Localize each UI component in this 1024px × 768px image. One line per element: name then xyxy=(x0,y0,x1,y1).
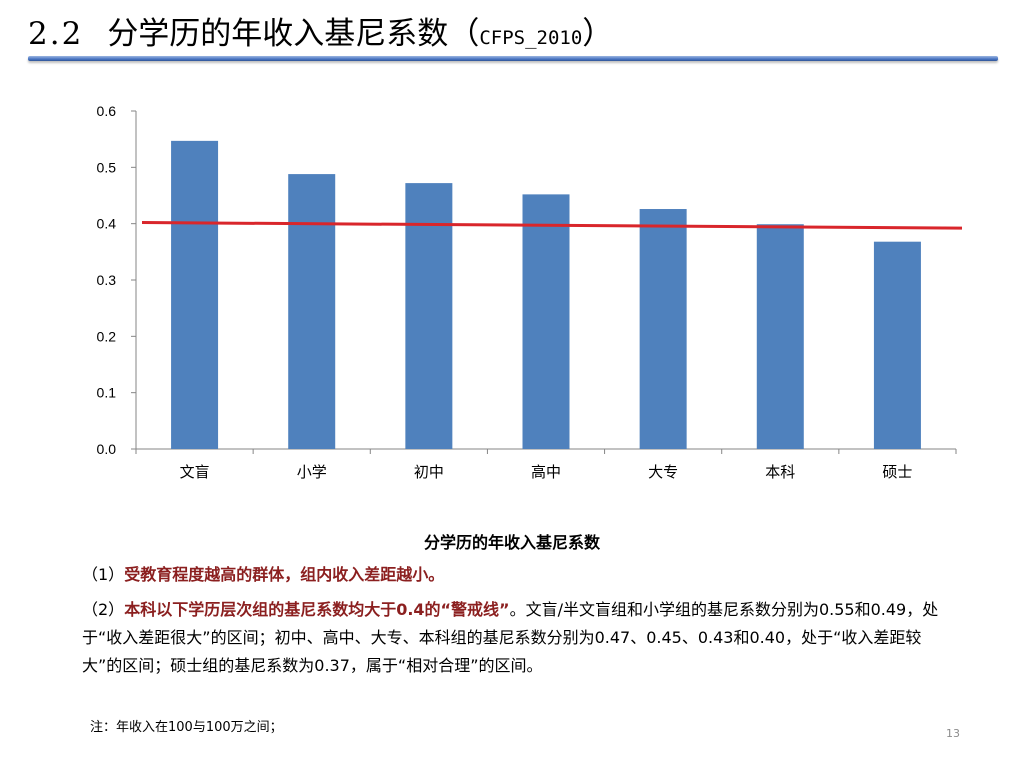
finding-1-highlight: 受教育程度越高的群体，组内收入差距越小。 xyxy=(124,565,445,584)
x-tick-label: 本科 xyxy=(765,463,795,481)
slide-title: 2.2 分学历的年收入基尼系数（CFPS_2010） xyxy=(28,12,613,60)
y-tick-label: 0.5 xyxy=(97,159,117,175)
x-tick-label: 文盲 xyxy=(180,463,210,481)
y-tick-label: 0.6 xyxy=(97,103,117,119)
gini-bar-chart: 0.0 0.1 0.2 0.3 0.4 0.5 0.6 文盲 小学 初中 高中 大专 本科 硕士 xyxy=(97,103,963,481)
bar xyxy=(405,183,453,449)
chart-caption: 分学历的年收入基尼系数 xyxy=(423,533,600,552)
finding-1-prefix: （1） xyxy=(82,565,125,584)
bar xyxy=(171,140,219,449)
y-tick-label: 0.1 xyxy=(97,385,117,401)
x-tick-label: 初中 xyxy=(414,463,444,481)
title-source: CFPS_2010 xyxy=(479,27,583,49)
x-tick-label: 硕士 xyxy=(882,463,912,481)
title-text: 分学历的年收入基尼系数 xyxy=(107,16,449,52)
y-tick-label: 0.2 xyxy=(97,328,117,344)
bar xyxy=(873,241,921,449)
x-tick-label: 大专 xyxy=(648,463,678,481)
y-tick-label: 0.3 xyxy=(97,272,117,288)
finding-2-text: 。文盲/半文盲组和小学组的基尼系数分别为0.55和0.49，处于“收入差距很大”… xyxy=(82,600,939,675)
finding-2-highlight: 本科以下学历层次组的基尼系数均大于0.4的“警戒线” xyxy=(124,600,510,619)
bar xyxy=(756,224,804,449)
page-number: 13 xyxy=(946,727,960,740)
y-tick-label: 0.4 xyxy=(97,216,117,232)
y-tick-label: 0.0 xyxy=(97,441,117,457)
x-tick-label: 高中 xyxy=(531,463,561,481)
title-underline xyxy=(28,56,998,61)
finding-2-prefix: （2） xyxy=(82,600,125,619)
title-paren-close: ） xyxy=(582,16,614,52)
finding-2: （2）本科以下学历层次组的基尼系数均大于0.4的“警戒线”。文盲/半文盲组和小学… xyxy=(82,596,944,680)
finding-1: （1）受教育程度越高的群体，组内收入差距越小。 xyxy=(82,561,444,585)
trend-line xyxy=(141,221,963,230)
x-tick-label: 小学 xyxy=(297,463,327,481)
bar xyxy=(639,209,687,449)
title-number: 2.2 xyxy=(28,16,84,52)
title-paren-open: （ xyxy=(448,16,480,52)
footnote: 注：年收入在100与100万之间； xyxy=(90,720,283,735)
bar xyxy=(522,194,570,449)
bar xyxy=(288,174,336,449)
